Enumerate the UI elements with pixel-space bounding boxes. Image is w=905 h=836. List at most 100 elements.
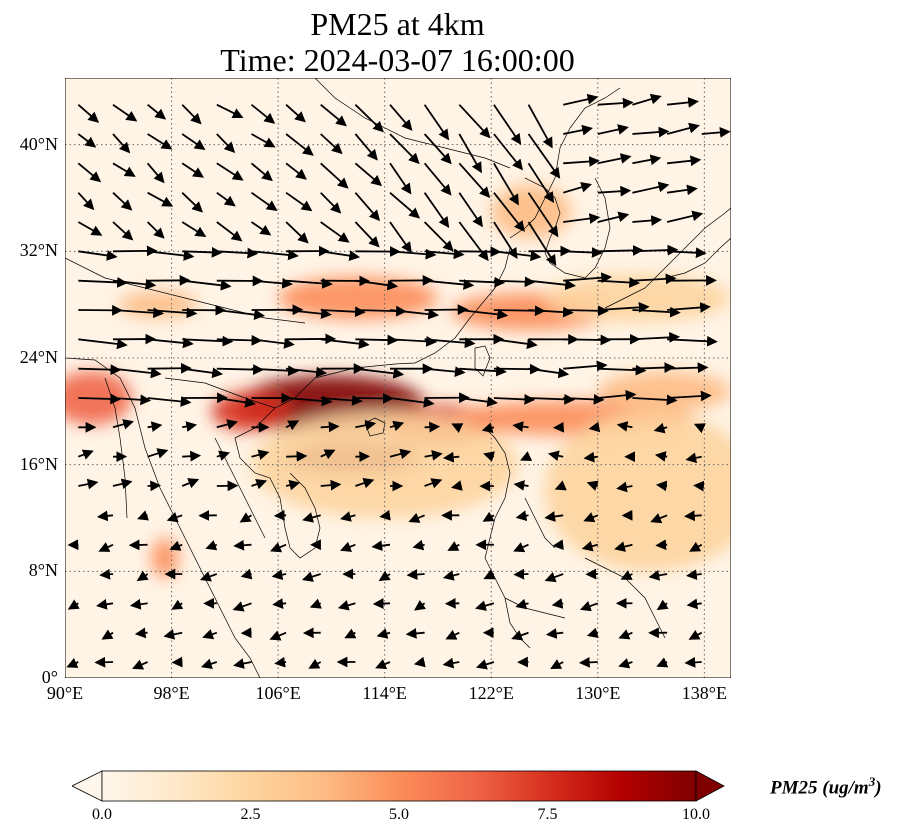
wind-arrow xyxy=(301,571,321,582)
wind-arrow xyxy=(78,478,99,490)
wind-arrow xyxy=(667,362,709,374)
wind-arrow xyxy=(459,309,509,320)
wind-arrow xyxy=(666,184,698,196)
wind-arrow xyxy=(588,421,601,433)
wind-arrow xyxy=(620,570,633,580)
wind-arrow xyxy=(632,154,662,166)
wind-arrow xyxy=(320,162,349,189)
wind-arrow xyxy=(308,658,322,669)
wind-arrow xyxy=(112,162,136,177)
wind-arrow xyxy=(632,126,670,138)
wind-arrow xyxy=(271,569,287,581)
wind-arrow xyxy=(528,393,576,405)
wind-arrow xyxy=(269,630,287,641)
wind-arrow xyxy=(270,542,287,553)
wind-arrow xyxy=(586,480,599,491)
wind-arrow xyxy=(423,192,450,228)
wind-arrow xyxy=(112,221,134,241)
wind-arrow xyxy=(632,273,677,285)
wind-arrow xyxy=(424,366,466,378)
wind-arrow xyxy=(286,308,332,320)
wind-arrow xyxy=(285,221,309,244)
wind-arrow xyxy=(632,93,662,106)
y-tick-label: 24°N xyxy=(19,347,58,367)
wind-arrow xyxy=(147,480,162,492)
wind-arrow xyxy=(286,333,337,345)
wind-arrow xyxy=(513,480,529,491)
wind-arrow xyxy=(355,334,399,346)
wind-arrow xyxy=(128,539,148,551)
wind-arrow xyxy=(654,451,668,462)
wind-arrow xyxy=(412,539,425,551)
wind-arrow xyxy=(667,97,699,108)
wind-arrow xyxy=(320,395,363,406)
wind-arrow xyxy=(513,568,529,580)
wind-arrow xyxy=(355,477,375,489)
wind-arrow xyxy=(286,366,327,378)
wind-arrow xyxy=(493,276,536,288)
wind-arrow xyxy=(205,540,218,551)
wind-arrow xyxy=(655,539,668,551)
wind-arrow xyxy=(320,421,340,433)
wind-arrow xyxy=(579,601,599,612)
wind-arrow xyxy=(442,451,460,463)
wind-arrow xyxy=(447,541,460,551)
wind-arrow xyxy=(408,512,425,523)
wind-arrow xyxy=(273,509,287,521)
wind-arrow xyxy=(656,599,669,611)
wind-arrow xyxy=(355,279,399,291)
wind-arrow xyxy=(376,628,391,639)
colorbar-gradient xyxy=(101,770,697,802)
wind-arrow xyxy=(389,104,413,131)
y-tick-label: 16°N xyxy=(19,453,58,474)
wind-arrow xyxy=(475,659,495,670)
wind-arrow xyxy=(216,221,243,242)
wind-arrow xyxy=(147,337,194,349)
wind-arrow xyxy=(216,133,236,153)
wind-arrow xyxy=(458,192,483,228)
wind-arrow xyxy=(182,335,234,347)
wind-arrow xyxy=(688,629,703,640)
map-plot xyxy=(65,78,731,678)
wind-arrow xyxy=(375,659,391,670)
wind-arrow xyxy=(250,191,278,212)
wind-arrow xyxy=(354,104,384,133)
wind-arrow xyxy=(182,421,198,432)
wind-arrow xyxy=(147,307,198,319)
wind-arrow xyxy=(286,278,333,289)
wind-arrow xyxy=(250,221,272,236)
wind-arrow xyxy=(216,103,244,119)
wind-arrow xyxy=(424,450,443,461)
wind-arrow xyxy=(389,397,435,408)
wind-arrow xyxy=(112,103,138,122)
wind-arrow xyxy=(251,365,299,377)
colorbar-tick-label: 2.5 xyxy=(240,806,261,823)
wind-arrow xyxy=(405,628,425,639)
wind-arrow xyxy=(544,511,564,522)
wind-arrow xyxy=(563,156,600,167)
wind-arrow xyxy=(355,367,405,379)
wind-arrow xyxy=(251,449,270,460)
wind-arrow xyxy=(693,423,706,434)
wind-arrow xyxy=(581,540,599,552)
wind-arrow xyxy=(320,104,347,127)
pm25-plume xyxy=(544,411,731,572)
wind-arrow xyxy=(552,539,564,551)
colorbar-extend-min xyxy=(72,770,103,802)
wind-arrow xyxy=(355,419,377,431)
wind-arrow xyxy=(493,192,525,232)
wind-vectors xyxy=(66,93,731,670)
wind-arrow xyxy=(632,394,678,406)
wind-arrow xyxy=(96,510,114,522)
wind-arrow xyxy=(250,162,273,182)
wind-arrow xyxy=(614,541,633,552)
wind-arrow xyxy=(202,629,218,640)
wind-arrow xyxy=(163,629,183,640)
wind-arrow xyxy=(632,331,681,343)
wind-arrow xyxy=(527,192,559,238)
wind-arrow xyxy=(77,449,94,460)
wind-arrow xyxy=(340,511,356,522)
wind-arrow xyxy=(251,277,293,289)
wind-arrow xyxy=(320,133,343,155)
wind-arrow xyxy=(378,570,391,582)
